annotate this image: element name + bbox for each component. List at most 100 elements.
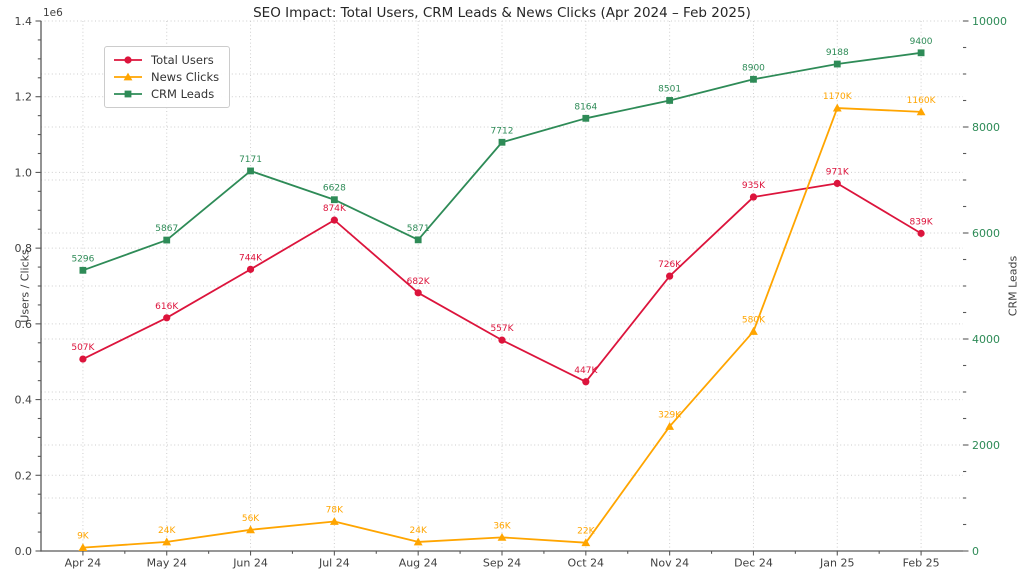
series-total-users: 507K 616K 744K 874K 682K 557K 447K 726K 935K 971K… [71,167,934,386]
data-label: 36K [493,521,511,531]
triangle-marker-icon [123,72,133,81]
circle-marker [163,314,171,322]
triangle-marker [581,538,591,547]
x-tick-label: May 24 [147,557,187,570]
triangle-marker [78,543,88,551]
y-right-tick-label: 0 [972,545,979,558]
data-label: 8164 [574,102,597,112]
data-label: 7712 [491,126,514,136]
x-tick-label: Feb 25 [903,557,940,570]
data-label: 447K [574,366,598,376]
data-label: 935K [742,181,766,191]
data-label: 78K [326,505,344,515]
square-marker [79,266,87,274]
y-left-tick-label: 0.2 [15,469,33,482]
chart-title: SEO Impact: Total Users, CRM Leads & New… [253,5,751,21]
data-label: 6628 [323,184,346,194]
circle-marker [666,272,674,280]
x-tick-label: Jul 24 [318,557,350,570]
triangle-marker [665,422,675,430]
series-crm-leads: 5296 5867 7171 6628 5871 7712 8164 8501 8900 9188… [71,37,933,274]
y-left-tick-label: 1.4 [15,15,33,28]
legend-label: CRM Leads [151,87,215,101]
y-right-tick-label: 8000 [972,121,1000,134]
square-marker [582,114,590,122]
data-label: 1160K [907,96,937,106]
data-label: 971K [826,167,850,177]
legend: Total Users News Clicks CRM Leads [104,46,231,108]
circle-marker [833,179,841,188]
data-label: 24K [158,526,176,536]
square-marker [163,236,171,244]
data-label: 1170K [823,92,853,102]
data-label: 507K [71,343,95,353]
axis-ticks [35,20,969,556]
triangle-marker [246,525,255,534]
circle-marker [79,355,87,363]
square-marker [498,138,506,146]
x-tick-label: Nov 24 [650,557,689,570]
data-label: 9K [77,532,90,542]
data-label: 557K [490,324,514,334]
legend-label: News Clicks [151,70,220,84]
data-label: 9400 [910,37,933,47]
y-right-tick-label: 6000 [972,227,1000,240]
triangle-marker [916,107,926,116]
square-marker [330,196,338,204]
data-label: 8501 [658,84,681,94]
data-label: 9188 [826,48,849,58]
tick-labels: Apr 24 May 24 Jun 24 Jul 24 Aug 24 Sep 24 Oct … [15,15,1008,570]
series-news-clicks: 9K 24K 56K 78K 24K 36K 22K 329K 580K 1170K 1160K [77,92,937,551]
square-marker [750,75,757,83]
triangle-marker [413,537,423,546]
x-tick-label: Apr 24 [65,557,102,570]
x-tick-label: Oct 24 [568,557,605,570]
square-marker [917,49,925,57]
y-left-tick-label: 0.6 [15,318,33,331]
data-label: 5867 [155,224,178,234]
data-label: 22K [577,527,595,537]
legend-item-news-clicks: News Clicks [113,70,219,84]
square-marker [666,97,674,104]
triangle-marker [497,532,507,541]
data-label: 682K [407,277,431,287]
circle-marker [749,193,758,201]
legend-item-crm-leads: CRM Leads [113,87,219,101]
y-right-tick-label: 2000 [972,439,1000,452]
y-left-tick-label: 1.0 [15,166,33,179]
y-left-tick-label: 0.4 [15,394,33,407]
x-tick-label: Sep 24 [483,557,521,570]
triangle-marker [162,537,172,546]
x-tick-label: Dec 24 [734,557,773,570]
data-label: 874K [323,204,347,214]
square-marker [247,167,254,175]
triangle-marker [832,103,842,112]
triangle-marker [749,327,758,335]
series-line [82,182,922,383]
circle-marker [246,265,255,273]
data-label: 744K [239,253,263,263]
gridlines [41,20,963,552]
y-right-tick-label: 10000 [972,15,1007,28]
x-tick-label: Aug 24 [399,557,438,570]
data-label: 839K [910,217,934,227]
data-label: 5296 [71,254,94,264]
data-label: 726K [658,260,682,270]
legend-swatch-circle-icon [114,56,142,64]
circle-marker [582,378,590,386]
circle-marker [414,289,422,297]
x-tick-label: Jan 25 [819,557,854,570]
y-left-tick-label: 0.0 [15,545,33,558]
circle-marker [330,216,338,224]
legend-swatch-square-icon [114,90,142,98]
data-label: 5871 [407,224,430,234]
data-label: 56K [242,514,260,524]
circle-marker-icon [124,56,132,64]
square-marker-icon [124,90,132,98]
data-label: 616K [155,302,179,312]
data-label: 24K [410,526,428,536]
legend-swatch-triangle-icon [114,72,142,81]
legend-item-total-users: Total Users [113,53,219,67]
triangle-marker [329,517,339,525]
